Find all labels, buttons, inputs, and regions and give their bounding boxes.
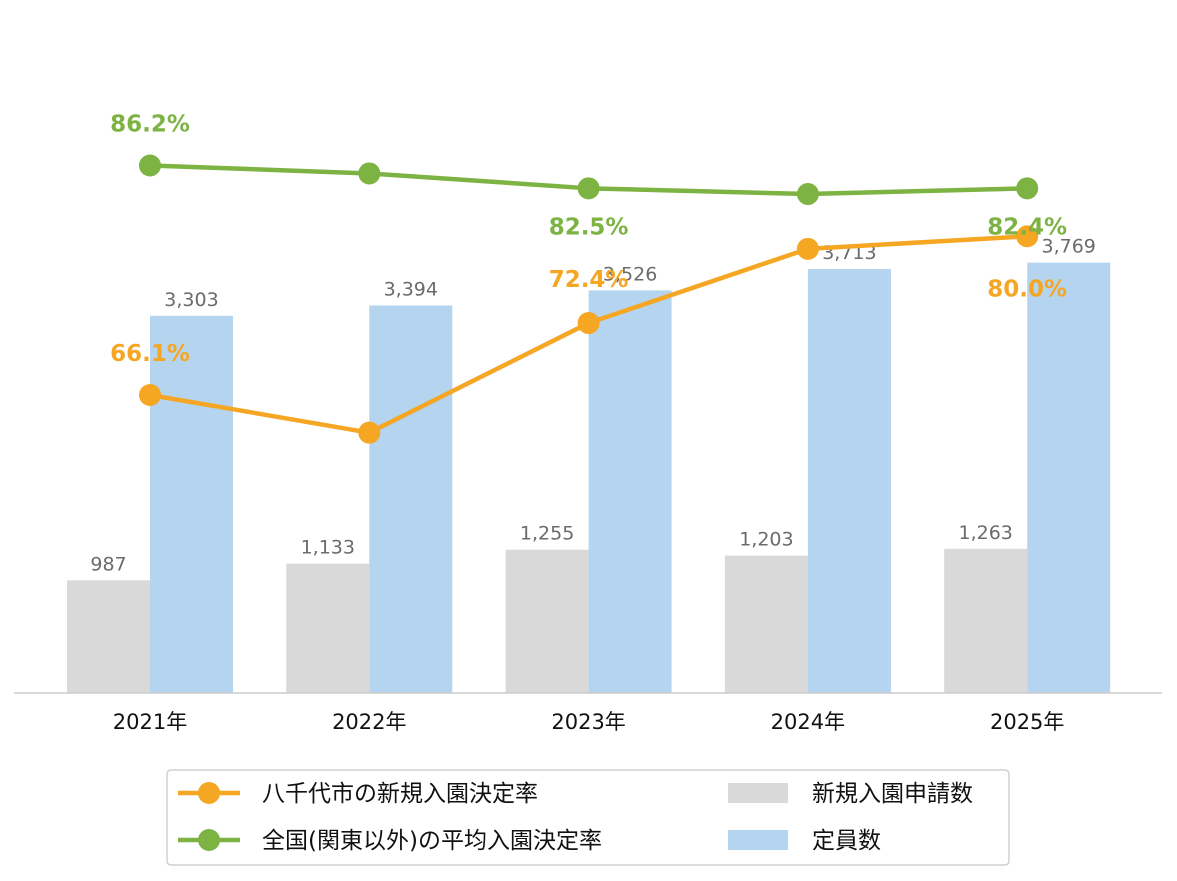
line-point — [139, 154, 161, 176]
bar-value-label: 3,303 — [164, 289, 218, 311]
bar-value-label: 1,255 — [520, 523, 574, 545]
bar-capacity — [808, 269, 891, 693]
x-tick-label: 2025年 — [990, 710, 1064, 734]
line-value-label: 82.5% — [549, 214, 629, 240]
x-tick-label: 2024年 — [771, 710, 845, 734]
legend-label: 定員数 — [812, 828, 881, 854]
x-tick-label: 2023年 — [551, 710, 625, 734]
bar-value-label: 1,263 — [958, 522, 1012, 544]
line-point — [358, 162, 380, 184]
x-tick-label: 2022年 — [332, 710, 406, 734]
bar-capacity — [369, 305, 452, 693]
bar-applications — [725, 556, 808, 693]
bar-applications — [67, 580, 150, 693]
line-point — [358, 422, 380, 444]
legend-bar-swatch — [728, 783, 788, 803]
x-tick-label: 2021年 — [113, 710, 187, 734]
line-value-label: 72.4% — [549, 267, 629, 293]
line-point — [797, 238, 819, 260]
line-point — [139, 384, 161, 406]
line-point — [1016, 177, 1038, 199]
x-axis-ticks: 2021年 2022年 2023年 2024年 2025年 — [113, 710, 1065, 734]
bar-value-label: 987 — [90, 553, 126, 575]
legend-label: 新規入園申請数 — [812, 781, 973, 807]
line-value-label: 80.0% — [987, 276, 1067, 302]
bar-capacity — [150, 316, 233, 693]
legend-label: 八千代市の新規入園決定率 — [262, 781, 538, 807]
bars-layer: 9873,3031,1333,3941,2553,5261,2033,7131,… — [67, 236, 1110, 693]
bar-applications — [286, 564, 369, 693]
line-point — [578, 312, 600, 334]
bar-capacity — [1027, 263, 1110, 693]
bar-value-label: 1,203 — [739, 529, 793, 551]
line-value-label: 86.2% — [110, 111, 190, 137]
legend-marker — [198, 782, 220, 804]
legend-bar-swatch — [728, 830, 788, 850]
legend-marker — [198, 829, 220, 851]
line-value-label: 66.1% — [110, 341, 190, 367]
line-point — [797, 183, 819, 205]
bar-capacity — [589, 290, 672, 693]
bar-applications — [506, 550, 589, 693]
bar-value-label: 1,133 — [301, 537, 355, 559]
bar-value-label: 3,394 — [384, 278, 438, 300]
legend-label: 全国(関東以外)の平均入園決定率 — [262, 828, 602, 854]
bar-applications — [944, 549, 1027, 693]
line-point — [578, 177, 600, 199]
line-value-label: 82.4% — [987, 214, 1067, 240]
